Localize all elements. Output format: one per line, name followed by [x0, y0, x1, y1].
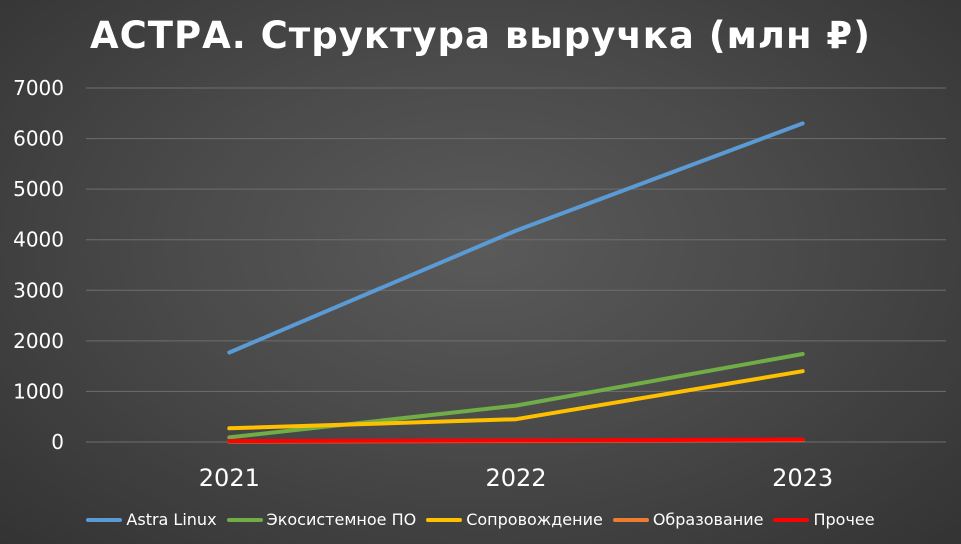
x-axis-ticks: 2021 2022 2023	[199, 464, 833, 492]
legend-item: Образование	[612, 510, 764, 529]
legend-swatch	[226, 517, 263, 522]
y-tick-label: 2000	[13, 329, 64, 353]
legend-label: Образование	[652, 510, 764, 529]
y-tick-label: 6000	[13, 127, 64, 151]
y-tick-label: 1000	[13, 379, 64, 403]
legend: Astra Linux Экосистемное ПО Сопровождение О…	[0, 510, 961, 529]
legend-swatch	[86, 517, 123, 522]
series-lines	[227, 121, 805, 444]
legend-swatch	[612, 517, 649, 522]
series-line	[227, 437, 805, 443]
x-tick-label: 2022	[485, 464, 546, 492]
legend-item: Сопровождение	[426, 510, 603, 529]
legend-swatch	[773, 517, 810, 522]
series-line	[227, 369, 805, 431]
legend-item: Astra Linux	[86, 510, 217, 529]
x-tick-label: 2021	[199, 464, 260, 492]
y-tick-label: 7000	[13, 76, 64, 100]
series-line	[227, 121, 805, 355]
legend-item: Прочее	[773, 510, 875, 529]
y-axis-ticks: 0 1000 2000 3000 4000 5000 6000 7000	[13, 76, 64, 454]
legend-item: Экосистемное ПО	[226, 510, 417, 529]
legend-label: Экосистемное ПО	[266, 510, 417, 529]
y-tick-label: 3000	[13, 278, 64, 302]
gridlines	[86, 87, 946, 443]
legend-swatch	[426, 517, 463, 522]
legend-label: Astra Linux	[126, 510, 217, 529]
y-tick-label: 4000	[13, 228, 64, 252]
chart-title: АСТРА. Структура выручка (млн ₽)	[89, 14, 872, 57]
y-tick-label: 5000	[13, 177, 64, 201]
legend-label: Прочее	[813, 510, 875, 529]
legend-label: Сопровождение	[466, 510, 603, 529]
x-tick-label: 2023	[772, 464, 833, 492]
y-tick-label: 0	[51, 430, 64, 454]
